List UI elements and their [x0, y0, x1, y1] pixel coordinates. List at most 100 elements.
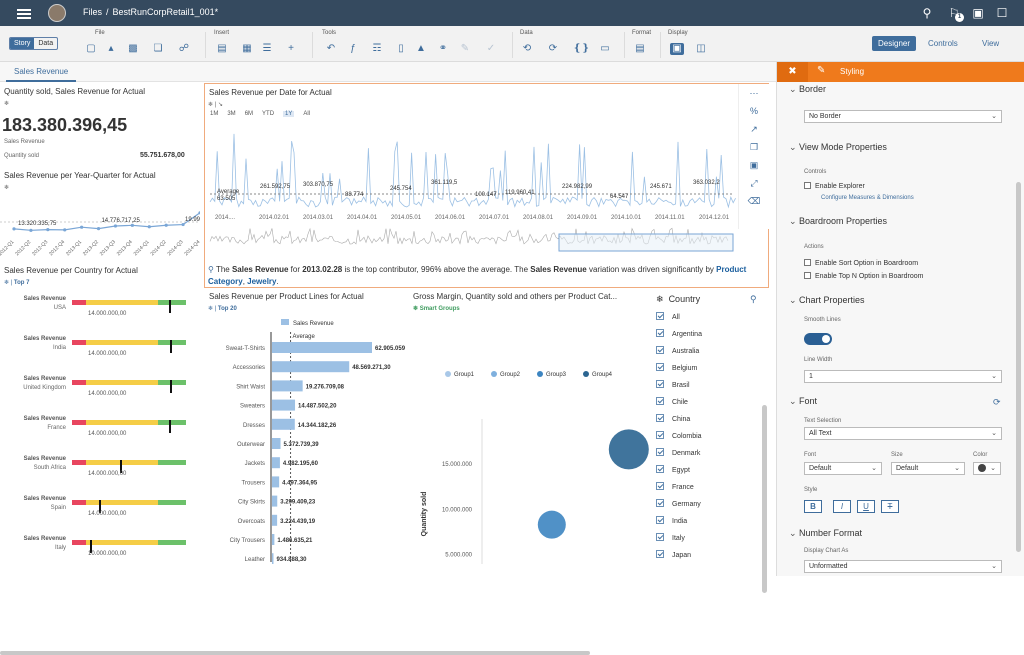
format-icon[interactable]: ▤ — [635, 43, 645, 54]
formula-icon[interactable]: ƒ — [350, 43, 356, 54]
country-filter-item[interactable]: Australia — [656, 346, 699, 355]
country-filter-item[interactable]: All — [656, 312, 680, 321]
enable-explorer-checkbox[interactable]: Enable Explorer — [804, 182, 865, 190]
insight-link-category[interactable]: Product Category — [208, 265, 747, 286]
country-bullet-filter[interactable]: ❄ | Top 7 — [4, 280, 30, 286]
quarter-settings-icon[interactable]: ❄ — [4, 185, 10, 191]
checkbox-checked-icon[interactable] — [656, 465, 664, 473]
range-1m[interactable]: 1M — [210, 111, 219, 117]
conditional-icon[interactable]: ✎ — [460, 43, 470, 54]
enable-sort-checkbox[interactable]: Enable Sort Option in Boardroom — [804, 259, 918, 267]
display-as-select[interactable]: Unformatted ⌄ — [804, 560, 1002, 573]
checkbox-checked-icon[interactable] — [656, 448, 664, 456]
comment-chart-icon[interactable]: ▣ — [749, 160, 759, 170]
country-filter-item[interactable]: China — [656, 414, 690, 423]
country-filter-item[interactable]: India — [656, 516, 687, 525]
insert-table-icon[interactable]: ▦ — [242, 43, 252, 54]
checkbox-checked-icon[interactable] — [656, 550, 664, 558]
country-filter-item[interactable]: Denmark — [656, 448, 700, 457]
checkbox-checked-icon[interactable] — [656, 329, 664, 337]
copy-icon[interactable]: ❏ — [153, 43, 163, 54]
checkbox-checked-icon[interactable] — [656, 380, 664, 388]
canvas-horizontal-scrollbar[interactable] — [0, 651, 590, 655]
search-icon[interactable]: ⚲ — [922, 6, 932, 20]
data-refresh-icon[interactable]: ⟲ — [522, 43, 532, 54]
checkbox-checked-icon[interactable] — [656, 533, 664, 541]
data-view-icon[interactable]: ▭ — [600, 43, 610, 54]
date-chart-settings-icon[interactable]: ❄ | ↘ — [208, 102, 223, 108]
share-icon[interactable]: ☍ — [178, 43, 190, 54]
country-filter-item[interactable]: Japan — [656, 550, 691, 559]
country-search-icon[interactable]: ⚲ — [750, 294, 757, 304]
boardroom-section[interactable]: ⌄ Boardroom Properties — [789, 216, 888, 226]
view-button[interactable]: View — [982, 39, 1000, 48]
panel-scrollbar[interactable] — [1016, 182, 1021, 552]
range-all[interactable]: All — [303, 111, 311, 117]
delete-icon[interactable]: ⌫ — [747, 196, 761, 206]
checkbox-checked-icon[interactable] — [656, 397, 664, 405]
breadcrumb-files[interactable]: Files — [83, 7, 103, 17]
font-select[interactable]: Default ⌄ — [804, 462, 882, 475]
code-icon[interactable]: ❴❵ — [573, 43, 590, 54]
checkbox-checked-icon[interactable] — [656, 414, 664, 422]
smooth-lines-toggle[interactable] — [804, 333, 832, 345]
range-3m[interactable]: 3M — [227, 111, 236, 117]
comment-icon[interactable]: ▣ — [670, 43, 684, 55]
kpi-settings-icon[interactable]: ❄ — [4, 101, 10, 107]
checkbox-checked-icon[interactable] — [656, 482, 664, 490]
add-icon[interactable]: + — [288, 43, 294, 54]
tab-sales-revenue[interactable]: Sales Revenue — [6, 62, 77, 82]
line-width-select[interactable]: 1 ⌄ — [804, 370, 1002, 383]
designer-button[interactable]: Designer — [872, 36, 917, 51]
country-filter-item[interactable]: Brasil — [656, 380, 690, 389]
reset-icon[interactable]: ⟳ — [993, 397, 1001, 407]
story-mode-button[interactable]: Story — [10, 38, 35, 49]
font-section[interactable]: ⌄ Font — [789, 396, 818, 406]
feedback-icon[interactable]: ☐ — [996, 6, 1008, 20]
chart-properties-section[interactable]: ⌄ Chart Properties — [789, 295, 865, 305]
checkbox-checked-icon[interactable] — [656, 499, 664, 507]
hierarchy-icon[interactable]: ▲ — [416, 43, 426, 54]
country-filter-item[interactable]: Chile — [656, 397, 688, 406]
enable-topn-checkbox[interactable]: Enable Top N Option in Boardroom — [804, 272, 923, 280]
underline-button[interactable]: U — [857, 500, 875, 513]
checkbox-checked-icon[interactable] — [656, 516, 664, 524]
new-icon[interactable]: ▢ — [86, 43, 96, 54]
view-mode-section[interactable]: ⌄ View Mode Properties — [789, 142, 887, 152]
border-section[interactable]: ⌄ Border — [789, 84, 827, 94]
country-filter-item[interactable]: France — [656, 482, 694, 491]
smart-groups-badge[interactable]: ❄ Smart Groups — [413, 306, 460, 312]
percent-icon[interactable]: % — [749, 106, 758, 116]
grid-icon[interactable]: ◫ — [696, 43, 706, 54]
fullscreen-icon[interactable]: ⤢ — [750, 178, 758, 188]
checkbox-checked-icon[interactable] — [656, 431, 664, 439]
trend-icon[interactable]: ↗ — [750, 124, 758, 134]
number-format-section[interactable]: ⌄ Number Format — [789, 528, 863, 538]
checkbox-checked-icon[interactable] — [656, 346, 664, 354]
input-control-icon[interactable]: ☶ — [372, 43, 382, 54]
controls-button[interactable]: Controls — [928, 39, 958, 48]
chart-type-icon[interactable]: ▯ — [398, 43, 404, 54]
country-filter-item[interactable]: Italy — [656, 533, 685, 542]
checkbox-checked-icon[interactable] — [656, 312, 664, 320]
configure-measures-link[interactable]: Configure Measures & Dimensions — [821, 195, 914, 201]
insight-link-jewelry[interactable]: Jewelry — [247, 277, 277, 286]
insert-filter-icon[interactable]: ☰ — [262, 43, 272, 54]
country-filter-item[interactable]: Colombia — [656, 431, 702, 440]
open-icon[interactable]: ▴ — [108, 43, 114, 54]
save-icon[interactable]: ▩ — [128, 43, 138, 54]
border-select[interactable]: No Border ⌄ — [804, 110, 1002, 123]
range-ytd[interactable]: YTD — [262, 111, 275, 117]
styling-tab-icon[interactable]: ✎ — [817, 65, 826, 76]
undo-icon[interactable]: ↶ — [326, 43, 336, 54]
strikethrough-button[interactable]: T — [881, 500, 899, 513]
checkbox-checked-icon[interactable] — [656, 363, 664, 371]
avatar[interactable] — [48, 4, 66, 22]
copy-chart-icon[interactable]: ❐ — [749, 142, 759, 152]
country-filter-item[interactable]: Belgium — [656, 363, 697, 372]
menu-icon[interactable] — [17, 7, 31, 19]
text-selection-select[interactable]: All Text ⌄ — [804, 427, 1002, 440]
data-mode-button[interactable]: Data — [38, 40, 54, 47]
more-icon[interactable]: ⋯ — [749, 88, 759, 98]
chat-icon[interactable]: ▣ — [972, 6, 984, 20]
